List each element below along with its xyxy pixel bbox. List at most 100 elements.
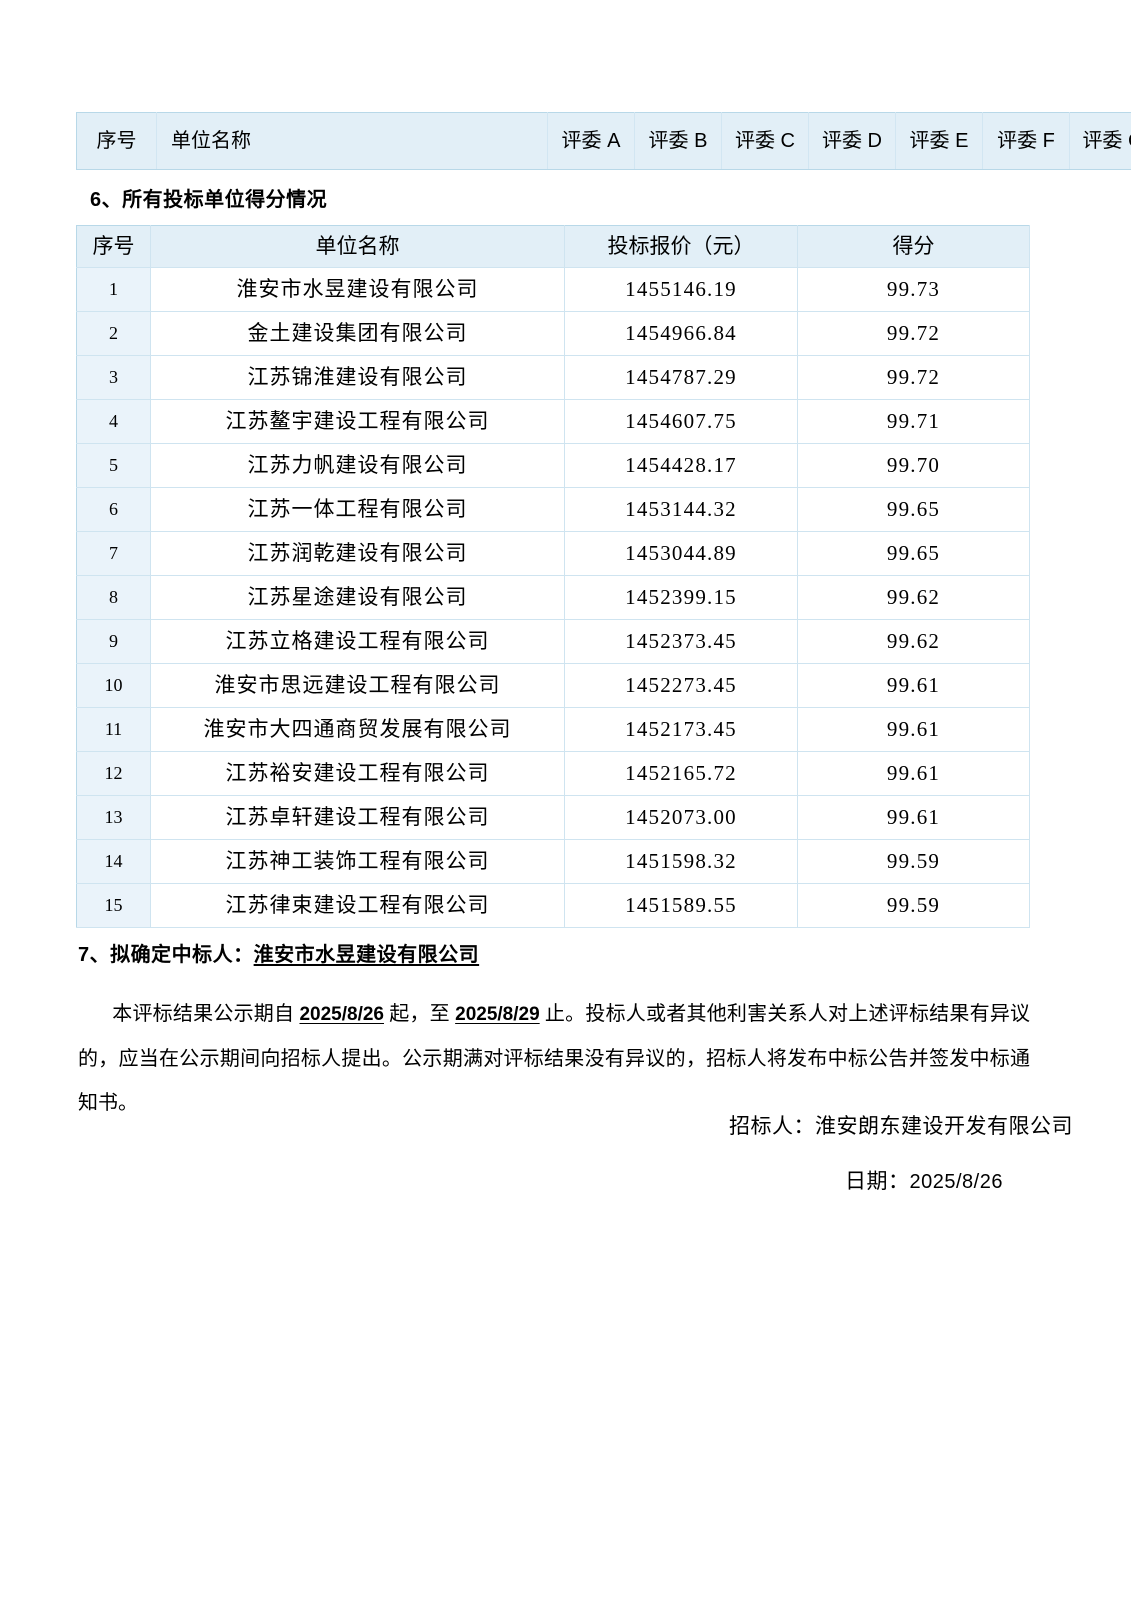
cell-score: 99.59 bbox=[797, 839, 1030, 884]
cell-unit-name: 淮安市思远建设工程有限公司 bbox=[150, 663, 565, 708]
tenderee-name: 淮安朗东建设开发有限公司 bbox=[815, 1114, 1073, 1138]
cell-unit-name: 金土建设集团有限公司 bbox=[150, 311, 565, 356]
cell-bid-price: 1454607.75 bbox=[564, 399, 798, 444]
cell-index: 13 bbox=[76, 795, 151, 840]
cell-bid-price: 1452173.45 bbox=[564, 707, 798, 752]
cell-score: 99.71 bbox=[797, 399, 1030, 444]
table-header-row: 序号 单位名称 评委 A 评委 B 评委 C 评委 D 评委 E 评委 F 评委… bbox=[76, 112, 1131, 170]
cell-unit-name: 江苏神工装饰工程有限公司 bbox=[150, 839, 565, 884]
table-row: 13 江苏卓轩建设工程有限公司 1452073.00 99.61 bbox=[76, 795, 1030, 840]
header-cell-judge-d: 评委 D bbox=[808, 112, 896, 170]
cell-unit-name: 江苏裕安建设工程有限公司 bbox=[150, 751, 565, 796]
winning-bidder-name: 淮安市水昱建设有限公司 bbox=[253, 944, 480, 966]
cell-index: 6 bbox=[76, 487, 151, 532]
cell-unit-name: 江苏律束建设工程有限公司 bbox=[150, 883, 565, 928]
table-header-row: 序号 单位名称 投标报价（元） 得分 bbox=[76, 225, 1030, 268]
cell-score: 99.61 bbox=[797, 663, 1030, 708]
tenderee-line: 招标人：淮安朗东建设开发有限公司 bbox=[729, 1110, 1073, 1140]
cell-score: 99.61 bbox=[797, 795, 1030, 840]
table-row: 1 淮安市水昱建设有限公司 1455146.19 99.73 bbox=[76, 267, 1030, 312]
cell-unit-name: 江苏润乾建设有限公司 bbox=[150, 531, 565, 576]
header-cell-index: 序号 bbox=[76, 112, 157, 170]
publicity-start-date: 2025/8/26 bbox=[299, 1004, 384, 1025]
cell-unit-name: 江苏立格建设工程有限公司 bbox=[150, 619, 565, 664]
publicity-end-date: 2025/8/29 bbox=[455, 1004, 540, 1025]
header-cell-judge-a: 评委 A bbox=[547, 112, 635, 170]
cell-unit-name: 淮安市水昱建设有限公司 bbox=[150, 267, 565, 312]
header-cell-unit-name: 单位名称 bbox=[156, 112, 548, 170]
table-row: 14 江苏神工装饰工程有限公司 1451598.32 99.59 bbox=[76, 839, 1030, 884]
notice-text-part3: 止。投标人或者其他利害关系人对上述评标结果有异议的，应当在公示期间向招标人提出。… bbox=[78, 1003, 1031, 1114]
table-row: 5 江苏力帆建设有限公司 1454428.17 99.70 bbox=[76, 443, 1030, 488]
cell-unit-name: 江苏卓轩建设工程有限公司 bbox=[150, 795, 565, 840]
cell-score: 99.72 bbox=[797, 311, 1030, 356]
cell-bid-price: 1453144.32 bbox=[564, 487, 798, 532]
header-cell-judge-g: 评委 G bbox=[1069, 112, 1131, 170]
date-label: 日期： bbox=[845, 1169, 910, 1193]
table-row: 4 江苏鳌宇建设工程有限公司 1454607.75 99.71 bbox=[76, 399, 1030, 444]
cell-index: 5 bbox=[76, 443, 151, 488]
cell-index: 8 bbox=[76, 575, 151, 620]
judges-table-continuation: 序号 单位名称 评委 A 评委 B 评委 C 评委 D 评委 E 评委 F 评委… bbox=[76, 112, 1131, 170]
header-cell-judge-e: 评委 E bbox=[895, 112, 983, 170]
table-row: 7 江苏润乾建设有限公司 1453044.89 99.65 bbox=[76, 531, 1030, 576]
cell-unit-name: 江苏星途建设有限公司 bbox=[150, 575, 565, 620]
table-row: 3 江苏锦淮建设有限公司 1454787.29 99.72 bbox=[76, 355, 1030, 400]
cell-bid-price: 1452073.00 bbox=[564, 795, 798, 840]
cell-unit-name: 江苏一体工程有限公司 bbox=[150, 487, 565, 532]
table-row: 10 淮安市思远建设工程有限公司 1452273.45 99.61 bbox=[76, 663, 1030, 708]
cell-index: 14 bbox=[76, 839, 151, 884]
cell-index: 10 bbox=[76, 663, 151, 708]
cell-bid-price: 1452373.45 bbox=[564, 619, 798, 664]
header-cell-judge-c: 评委 C bbox=[721, 112, 809, 170]
notice-text-part2: 起，至 bbox=[389, 1003, 450, 1025]
cell-unit-name: 江苏锦淮建设有限公司 bbox=[150, 355, 565, 400]
table-row: 11 淮安市大四通商贸发展有限公司 1452173.45 99.61 bbox=[76, 707, 1030, 752]
cell-bid-price: 1453044.89 bbox=[564, 531, 798, 576]
table-row: 9 江苏立格建设工程有限公司 1452373.45 99.62 bbox=[76, 619, 1030, 664]
cell-score: 99.61 bbox=[797, 707, 1030, 752]
cell-score: 99.65 bbox=[797, 487, 1030, 532]
cell-score: 99.62 bbox=[797, 575, 1030, 620]
cell-bid-price: 1451598.32 bbox=[564, 839, 798, 884]
section-6-heading: 6、所有投标单位得分情况 bbox=[90, 189, 328, 211]
cell-score: 99.61 bbox=[797, 751, 1030, 796]
cell-unit-name: 淮安市大四通商贸发展有限公司 bbox=[150, 707, 565, 752]
cell-unit-name: 江苏鳌宇建设工程有限公司 bbox=[150, 399, 565, 444]
cell-index: 2 bbox=[76, 311, 151, 356]
cell-score: 99.65 bbox=[797, 531, 1030, 576]
table-row: 6 江苏一体工程有限公司 1453144.32 99.65 bbox=[76, 487, 1030, 532]
signature-date-line: 日期：2025/8/26 bbox=[845, 1165, 1003, 1195]
cell-index: 3 bbox=[76, 355, 151, 400]
cell-index: 12 bbox=[76, 751, 151, 796]
date-value: 2025/8/26 bbox=[909, 1171, 1003, 1193]
cell-index: 15 bbox=[76, 883, 151, 928]
cell-bid-price: 1454787.29 bbox=[564, 355, 798, 400]
header-cell-judge-b: 评委 B bbox=[634, 112, 722, 170]
tenderee-label: 招标人： bbox=[729, 1114, 815, 1138]
cell-score: 99.73 bbox=[797, 267, 1030, 312]
cell-score: 99.59 bbox=[797, 883, 1030, 928]
table-row: 2 金土建设集团有限公司 1454966.84 99.72 bbox=[76, 311, 1030, 356]
cell-index: 7 bbox=[76, 531, 151, 576]
announcement-paragraph: 本评标结果公示期自 2025/8/26 起，至 2025/8/29 止。投标人或… bbox=[78, 992, 1030, 1125]
notice-text-part1: 本评标结果公示期自 bbox=[112, 1003, 295, 1025]
cell-bid-price: 1454428.17 bbox=[564, 443, 798, 488]
table-row: 15 江苏律束建设工程有限公司 1451589.55 99.59 bbox=[76, 883, 1030, 928]
header-cell-judge-f: 评委 F bbox=[982, 112, 1070, 170]
section-7-label: 7、拟确定中标人： bbox=[78, 944, 254, 966]
cell-bid-price: 1455146.19 bbox=[564, 267, 798, 312]
all-bidders-score-table: 序号 单位名称 投标报价（元） 得分 1 淮安市水昱建设有限公司 1455146.1… bbox=[76, 225, 1030, 928]
cell-index: 1 bbox=[76, 267, 151, 312]
score-table-body: 1 淮安市水昱建设有限公司 1455146.19 99.73 2 金土建设集团有限公司 14… bbox=[76, 267, 1030, 928]
cell-bid-price: 1452165.72 bbox=[564, 751, 798, 796]
cell-score: 99.70 bbox=[797, 443, 1030, 488]
cell-bid-price: 1451589.55 bbox=[564, 883, 798, 928]
cell-score: 99.62 bbox=[797, 619, 1030, 664]
table-row: 8 江苏星途建设有限公司 1452399.15 99.62 bbox=[76, 575, 1030, 620]
header-cell-index: 序号 bbox=[76, 225, 151, 268]
cell-unit-name: 江苏力帆建设有限公司 bbox=[150, 443, 565, 488]
section-7-heading: 7、拟确定中标人：淮安市水昱建设有限公司 bbox=[78, 938, 479, 967]
cell-index: 4 bbox=[76, 399, 151, 444]
